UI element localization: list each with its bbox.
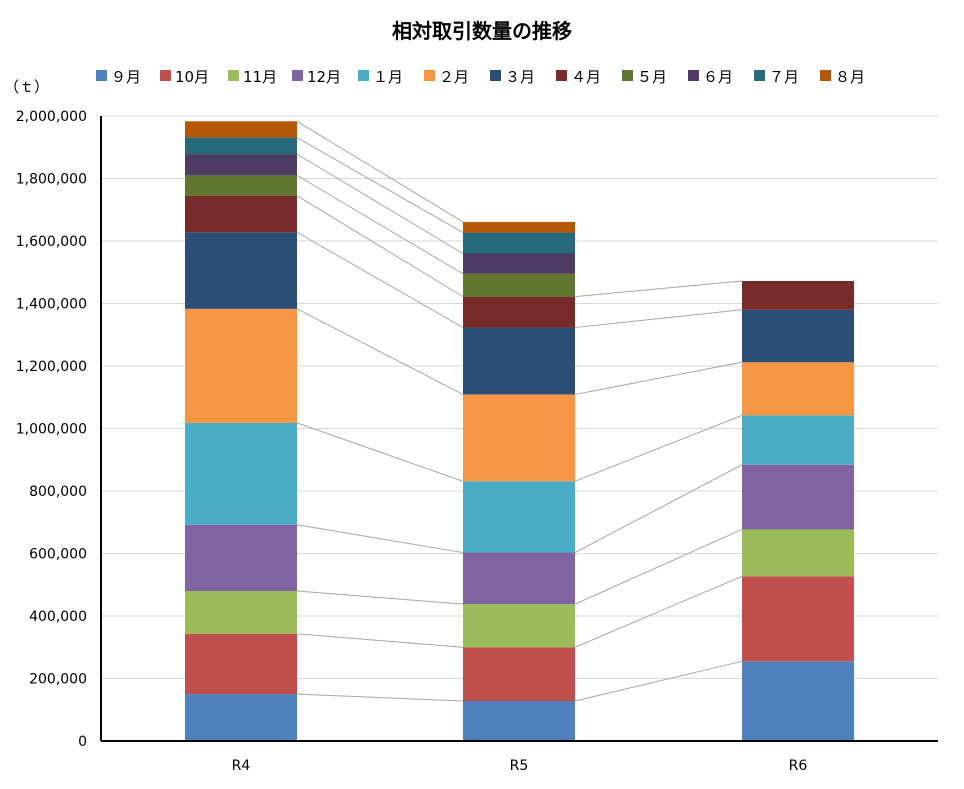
y-tick-label: 400,000 xyxy=(29,609,87,625)
series-line xyxy=(574,660,743,702)
series-line xyxy=(296,693,464,702)
bar-segment xyxy=(463,394,575,482)
bar-segment xyxy=(185,175,297,196)
bar-segment xyxy=(463,296,575,328)
legend-label: ５月 xyxy=(637,68,667,86)
y-tick-label: 1,200,000 xyxy=(16,359,87,375)
bar-segment xyxy=(185,524,297,591)
bar-segment xyxy=(185,232,297,309)
y-tick-label: 1,600,000 xyxy=(16,234,87,250)
y-tick-label: 600,000 xyxy=(29,547,87,563)
legend-swatch xyxy=(622,70,633,81)
bar-segment xyxy=(185,633,297,695)
chart-title: 相対取引数量の推移 xyxy=(392,19,572,43)
legend-swatch xyxy=(688,70,699,81)
series-line xyxy=(296,422,464,482)
legend: ９月 10月 11月 12月 １月 ２月 ３月 ４月 ５月 ６月 ７月 ８月 xyxy=(96,68,865,86)
bar-segment xyxy=(463,552,575,605)
legend-label: １月 xyxy=(373,68,403,86)
legend-swatch xyxy=(228,70,239,81)
x-tick-label: R4 xyxy=(232,758,251,774)
bar-segment xyxy=(742,415,854,465)
bar-segment xyxy=(742,362,854,416)
series-line xyxy=(296,524,464,554)
bar-segment xyxy=(185,195,297,233)
y-tick-labels: 0 200,000 400,000 600,000 800,000 1,000,000 1,… xyxy=(16,109,87,750)
series-line xyxy=(296,174,464,275)
series-lines xyxy=(296,120,743,702)
bar-segment xyxy=(185,154,297,176)
legend-swatch xyxy=(424,70,435,81)
bar-segment xyxy=(742,661,854,741)
series-line xyxy=(574,309,743,329)
y-axis-unit-label: （ｔ） xyxy=(4,78,49,96)
x-tick-labels: R4 R5 R6 xyxy=(232,758,808,774)
legend-label: ９月 xyxy=(111,68,141,86)
bar-segment xyxy=(742,281,854,310)
legend-label: ４月 xyxy=(571,68,601,86)
series-line xyxy=(574,464,743,554)
legend-label: ７月 xyxy=(769,68,799,86)
series-line xyxy=(574,528,743,605)
bar-segment xyxy=(742,309,854,363)
y-tick-label: 1,400,000 xyxy=(16,297,87,313)
bar-segment xyxy=(742,576,854,662)
bar-segment xyxy=(185,591,297,634)
y-tick-label: 200,000 xyxy=(29,672,87,688)
y-tick-label: 800,000 xyxy=(29,484,87,500)
bar-segment xyxy=(185,121,297,138)
series-line xyxy=(574,414,743,482)
legend-label: 11月 xyxy=(243,68,277,86)
axes xyxy=(100,116,938,742)
bar-segment xyxy=(742,464,854,530)
series-line xyxy=(296,120,464,223)
legend-swatch xyxy=(754,70,765,81)
y-tick-label: 2,000,000 xyxy=(16,109,87,125)
legend-swatch xyxy=(96,70,107,81)
legend-label: ８月 xyxy=(835,68,865,86)
bar-segment xyxy=(463,481,575,553)
legend-swatch xyxy=(160,70,171,81)
x-tick-label: R5 xyxy=(510,758,529,774)
series-line xyxy=(296,308,464,395)
legend-label: ２月 xyxy=(439,68,469,86)
bars xyxy=(185,121,854,741)
y-tick-label: 1,800,000 xyxy=(16,172,87,188)
bar-segment xyxy=(185,694,297,741)
legend-swatch xyxy=(490,70,501,81)
series-line xyxy=(296,633,464,648)
y-tick-label: 1,000,000 xyxy=(16,422,87,438)
bar-segment xyxy=(463,701,575,741)
legend-swatch xyxy=(556,70,567,81)
series-line xyxy=(574,575,743,648)
legend-label: ６月 xyxy=(703,68,733,86)
series-line xyxy=(296,231,464,328)
bar-segment xyxy=(185,308,297,423)
legend-label: 12月 xyxy=(307,68,341,86)
bar-segment xyxy=(463,604,575,648)
y-tick-label: 0 xyxy=(78,734,87,750)
bar-segment xyxy=(185,137,297,155)
x-tick-label: R6 xyxy=(789,758,808,774)
bar-segment xyxy=(463,221,575,233)
legend-label: 10月 xyxy=(175,68,209,86)
series-line xyxy=(574,361,743,395)
legend-swatch xyxy=(292,70,303,81)
series-line xyxy=(296,137,464,233)
bar-segment xyxy=(463,647,575,701)
bar-segment xyxy=(742,529,854,577)
legend-swatch xyxy=(820,70,831,81)
bar-segment xyxy=(185,422,297,525)
legend-swatch xyxy=(358,70,369,81)
series-line xyxy=(296,590,464,605)
legend-label: ３月 xyxy=(505,68,535,86)
bar-segment xyxy=(463,253,575,274)
bar-segment xyxy=(463,232,575,254)
series-line xyxy=(296,195,464,298)
series-line xyxy=(296,153,464,254)
series-line xyxy=(574,280,743,298)
bar-segment xyxy=(463,273,575,297)
bar-segment xyxy=(463,327,575,395)
